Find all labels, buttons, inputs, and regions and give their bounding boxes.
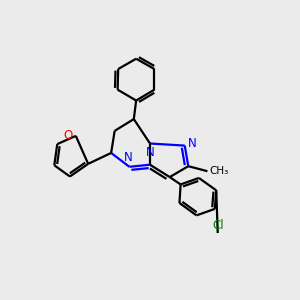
Text: CH₃: CH₃ bbox=[209, 166, 228, 176]
Text: O: O bbox=[64, 129, 73, 142]
Text: Cl: Cl bbox=[212, 219, 224, 232]
Text: N: N bbox=[188, 137, 197, 150]
Text: N: N bbox=[124, 151, 132, 164]
Text: N: N bbox=[146, 146, 155, 159]
